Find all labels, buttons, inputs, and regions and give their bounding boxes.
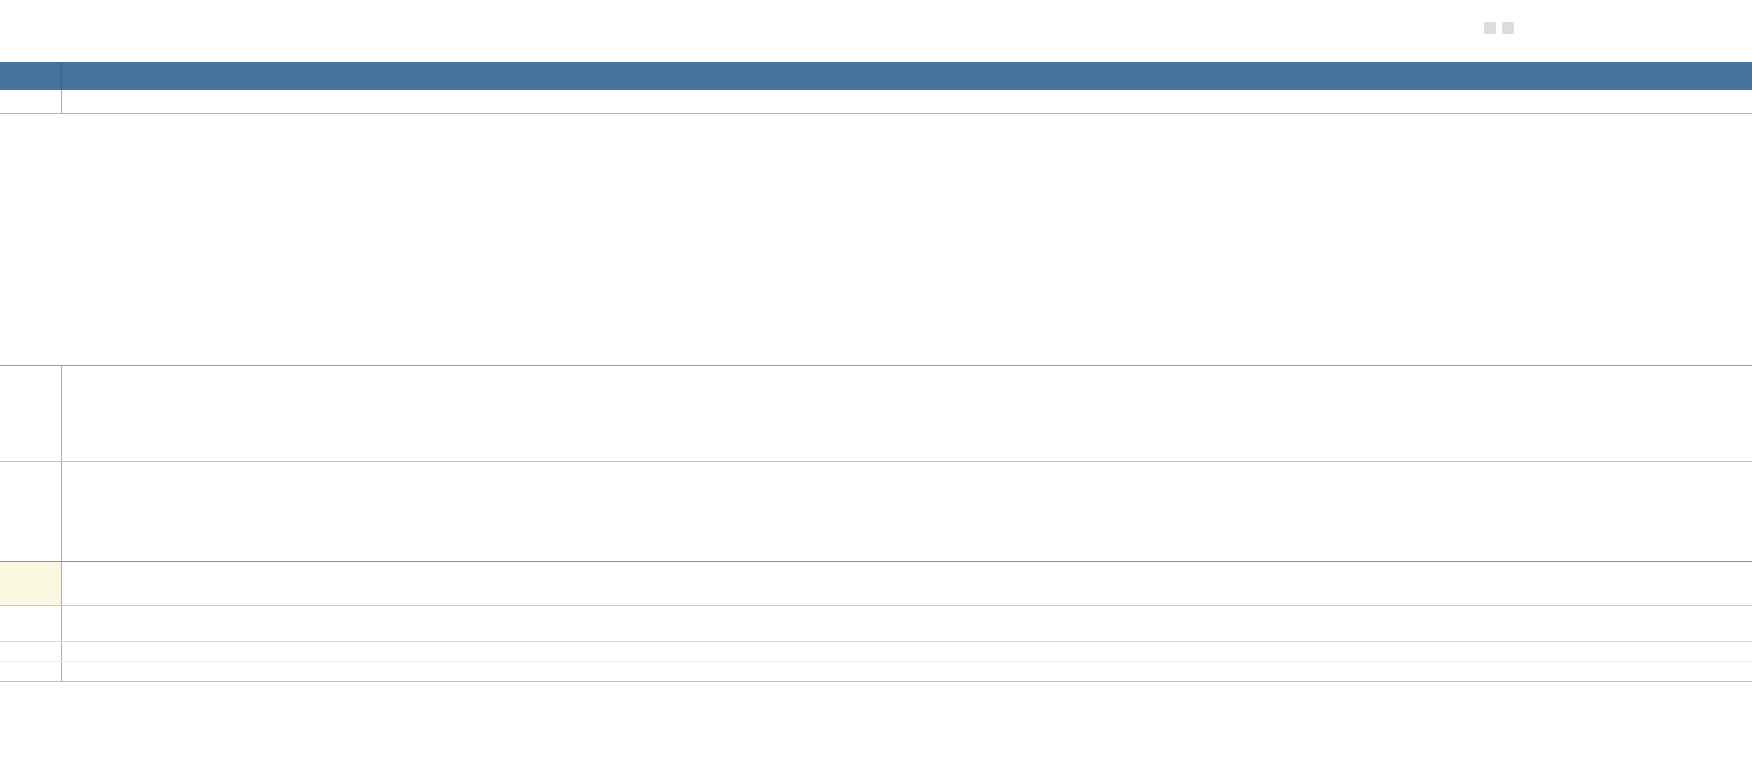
powered-by-watermark — [1478, 22, 1514, 34]
moonrise-row — [0, 662, 1752, 682]
sun-rise-set-row — [0, 562, 1752, 606]
date-header-stub — [0, 62, 62, 90]
social-icon — [1484, 22, 1496, 34]
weekday-stub — [0, 90, 62, 113]
page-header — [0, 0, 1752, 62]
row-label-moon — [0, 606, 62, 641]
moon-phase-row — [0, 606, 1752, 642]
low-tide-row — [0, 462, 1752, 562]
tide-curve-chart — [62, 114, 362, 264]
high-tide-row — [0, 366, 1752, 462]
moonset-row — [0, 642, 1752, 662]
row-label-high — [0, 366, 62, 461]
tide-chart-area — [0, 114, 1752, 366]
y-axis-labels — [0, 114, 62, 365]
row-label-low — [0, 462, 62, 561]
social-icon — [1502, 22, 1514, 34]
row-label-sun — [0, 562, 62, 605]
row-label-set — [0, 642, 62, 661]
row-label-rise — [0, 662, 62, 681]
date-header-row — [0, 62, 1752, 90]
weekday-row — [0, 90, 1752, 114]
